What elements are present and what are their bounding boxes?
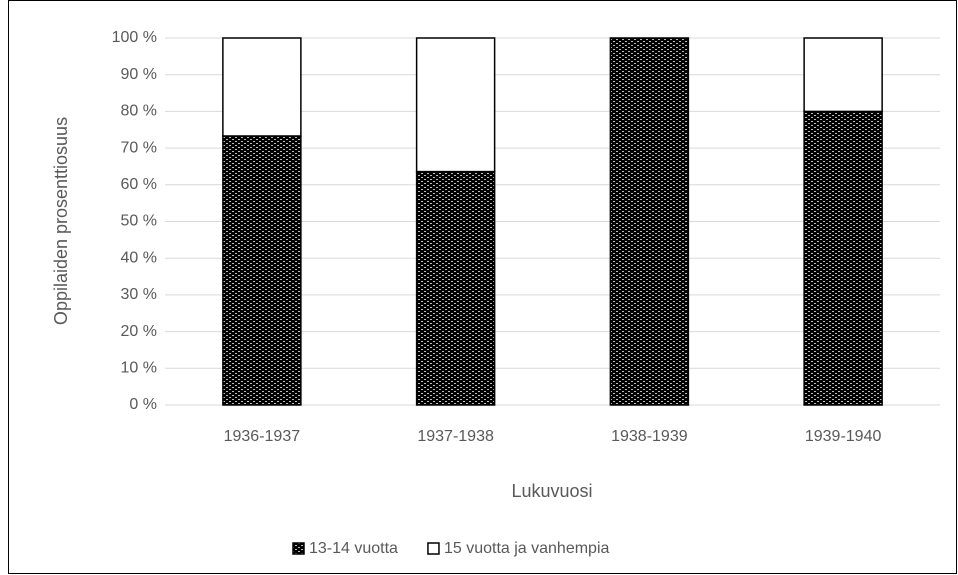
y-tick-label: 60 %: [121, 176, 157, 193]
bar-segment: [222, 37, 302, 137]
x-tick-label: 1938-1939: [611, 428, 688, 445]
legend-swatch: [292, 542, 305, 555]
bar-segment: [803, 37, 883, 113]
y-tick-label: 70 %: [121, 139, 157, 156]
bar-segment: [415, 37, 496, 173]
x-axis-label: Lukuvuosi: [511, 481, 592, 501]
legend-swatch: [427, 542, 440, 555]
legend-label: 13-14 vuotta: [309, 540, 398, 557]
y-tick-label: 80 %: [121, 103, 157, 120]
y-tick-label: 40 %: [121, 249, 157, 266]
bar-segment: [609, 37, 690, 406]
y-axis-label: Oppilaiden prosenttiosuus: [51, 117, 71, 325]
y-tick-label: 50 %: [121, 213, 157, 230]
bar-segment: [222, 135, 302, 406]
y-tick-label: 10 %: [121, 360, 157, 377]
bar-segment: [415, 170, 496, 406]
x-tick-label: 1937-1938: [417, 428, 494, 445]
legend-label: 15 vuotta ja vanhempia: [444, 540, 610, 557]
x-tick-label: 1936-1937: [224, 428, 301, 445]
y-tick-label: 20 %: [121, 323, 157, 340]
y-tick-label: 100 %: [112, 29, 157, 46]
y-tick-label: 30 %: [121, 286, 157, 303]
y-tick-label: 90 %: [121, 66, 157, 83]
y-tick-label: 0 %: [129, 396, 157, 413]
x-tick-label: 1939-1940: [805, 428, 882, 445]
bar-segment: [803, 110, 883, 406]
